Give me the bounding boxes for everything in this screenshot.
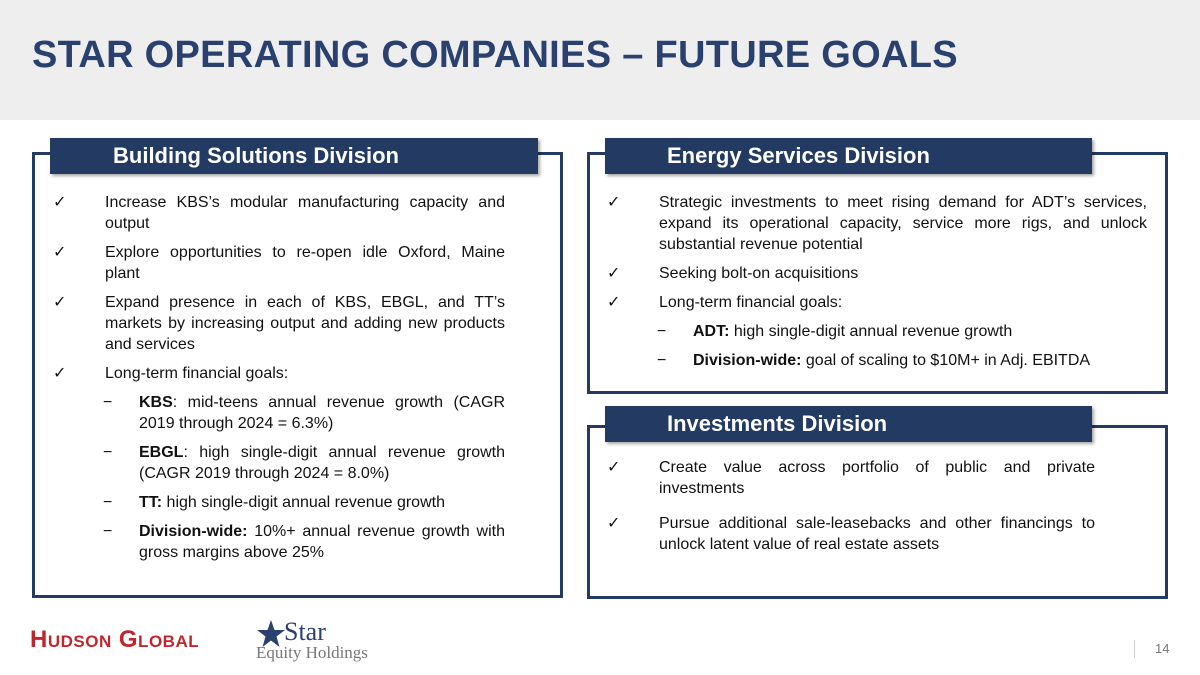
logo-star-top: Star (284, 617, 326, 646)
bullet-list: ✓ Increase KBS’s modular manufacturing ca… (53, 192, 505, 571)
sub-item-text: high single-digit annual revenue growth (729, 323, 1013, 340)
bullet-text: Seeking bolt-on acquisitions (659, 265, 859, 282)
check-mark: ✓ (607, 265, 621, 282)
sub-item-text: : mid-teens annual revenue growth (CAGR … (139, 394, 505, 432)
sub-item-text: 10%+ annual revenue growth with gross ma… (139, 523, 505, 561)
sub-item: − TT: high single-digit annual revenue gr… (103, 492, 505, 513)
bullet-item: ✓ Long-term financial goals: − KBS: mid-tee… (53, 363, 505, 563)
bullet-item: ✓ Strategic investments to meet rising de… (607, 192, 1147, 255)
bullet-text: Expand presence in each of KBS, EBGL, an… (105, 294, 505, 353)
sub-item: − Division-wide: goal of scaling to $10M+… (657, 350, 1147, 371)
bullet-text: Strategic investments to meet rising dem… (659, 194, 1147, 253)
check-mark: ✓ (607, 515, 621, 532)
bullet-text: Explore opportunities to re-open idle Ox… (105, 244, 505, 282)
bullet-text: Long-term financial goals: (659, 294, 843, 311)
sub-item-label: ADT: (693, 323, 730, 340)
panel-heading: Investments Division (605, 406, 1092, 442)
sub-item-text: : high single-digit annual revenue growt… (139, 444, 505, 482)
dash: − (103, 494, 113, 511)
bullet-item: ✓ Pursue additional sale-leasebacks and o… (607, 513, 1095, 555)
sub-item-label: KBS (139, 394, 173, 411)
bullet-item: ✓ Increase KBS’s modular manufacturing ca… (53, 192, 505, 234)
sub-item: − KBS: mid-teens annual revenue growth (C… (103, 392, 505, 434)
bullet-text: Pursue additional sale-leasebacks and ot… (659, 515, 1095, 553)
logo-hudson: Hudson Global (30, 626, 200, 653)
logo-star-bottom: Equity Holdings (256, 643, 368, 662)
check-mark: ✓ (53, 244, 67, 261)
sub-item-label: Division-wide: (139, 523, 248, 540)
bullet-list: ✓ Strategic investments to meet rising de… (607, 192, 1147, 379)
bullet-list: ✓ Create value across portfolio of public… (607, 457, 1095, 569)
dash: − (657, 352, 667, 369)
sub-item: − ADT: high single-digit annual revenue g… (657, 321, 1147, 342)
bullet-text: Increase KBS’s modular manufacturing cap… (105, 194, 505, 232)
check-mark: ✓ (607, 194, 621, 211)
star-icon (257, 620, 285, 647)
check-mark: ✓ (53, 294, 67, 311)
dash: − (103, 394, 113, 411)
sub-item-text: goal of scaling to $10M+ in Adj. EBITDA (801, 352, 1091, 369)
bullet-item: ✓ Seeking bolt-on acquisitions (607, 263, 1147, 284)
bullet-item: ✓ Long-term financial goals: − ADT: high si… (607, 292, 1147, 371)
bullet-item: ✓ Expand presence in each of KBS, EBGL, a… (53, 292, 505, 355)
bullet-item: ✓ Create value across portfolio of public… (607, 457, 1095, 499)
sub-item: − Division-wide: 10%+ annual revenue grow… (103, 521, 505, 563)
dash: − (103, 523, 113, 540)
check-mark: ✓ (607, 294, 621, 311)
panel-heading: Building Solutions Division (50, 138, 538, 174)
page-number: 14 (1134, 640, 1169, 658)
sub-item-label: TT: (139, 494, 163, 511)
sub-item-label: EBGL (139, 444, 184, 461)
check-mark: ✓ (53, 194, 67, 211)
sub-item-text: high single-digit annual revenue growth (162, 494, 445, 511)
check-mark: ✓ (607, 459, 621, 476)
sub-item-label: Division-wide: (693, 352, 802, 369)
dash: − (657, 323, 667, 340)
bullet-text: Create value across portfolio of public … (659, 459, 1095, 497)
dash: − (103, 444, 113, 461)
header-band (0, 0, 1200, 120)
title: STAR OPERATING COMPANIES – FUTURE GOALS (32, 34, 958, 76)
panel-heading: Energy Services Division (605, 138, 1092, 174)
check-mark: ✓ (53, 365, 67, 382)
bullet-text: Long-term financial goals: (105, 365, 289, 382)
sub-item: − EBGL: high single-digit annual revenue … (103, 442, 505, 484)
bullet-item: ✓ Explore opportunities to re-open idle O… (53, 242, 505, 284)
